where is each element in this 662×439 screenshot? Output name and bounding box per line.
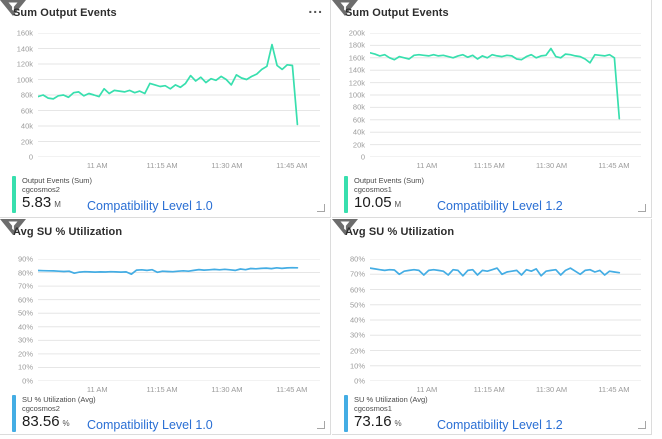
filter-indicator-icon[interactable] bbox=[0, 219, 26, 236]
tile-sum-output-events-cgcosmos2[interactable]: Sum Output Events ... 160k 140k 120k 100k 80… bbox=[0, 0, 331, 218]
y-axis-labels: 90% 80% 70% 60% 50% 40% 30% 20% 10% 0% bbox=[17, 254, 33, 386]
filter-indicator-icon[interactable] bbox=[0, 0, 26, 17]
y-axis-labels: 160k 140k 120k 100k 80k 60k 40k 20k 0 bbox=[16, 28, 33, 162]
resize-handle[interactable] bbox=[317, 204, 325, 212]
tile-title: Sum Output Events bbox=[13, 7, 117, 19]
tile-avg-su-utilization-cgcosmos1[interactable]: Avg SU % Utilization 80% 70% 60% 50% 40% 30% 2… bbox=[332, 219, 652, 435]
legend-resource: cgcosmos1 bbox=[354, 404, 392, 413]
x-axis-labels: 11 AM 11:15 AM 11:30 AM 11:45 AM bbox=[86, 161, 308, 170]
legend-unit: M bbox=[394, 200, 402, 209]
legend-color-bar bbox=[12, 176, 16, 213]
legend-resource: cgcosmos2 bbox=[22, 404, 60, 413]
more-options-icon[interactable]: ... bbox=[308, 0, 323, 16]
legend-unit: M bbox=[54, 200, 61, 209]
legend-metric: SU % Utilization (Avg) bbox=[22, 395, 96, 404]
legend-metric: Output Events (Sum) bbox=[22, 176, 93, 185]
x-axis-labels: 11 AM 11:15 AM 11:30 AM 11:45 AM bbox=[416, 161, 630, 170]
filter-indicator-icon[interactable] bbox=[332, 0, 358, 17]
legend-unit: % bbox=[394, 419, 402, 428]
legend-color-bar bbox=[12, 395, 16, 432]
legend[interactable]: SU % Utilization (Avg) cgcosmos1 73.16% bbox=[344, 395, 428, 432]
annotation-text: Compatibility Level 1.0 bbox=[87, 199, 213, 213]
line-chart[interactable] bbox=[370, 259, 641, 381]
legend-value: 10.05 M bbox=[354, 194, 402, 211]
tile-title: Avg SU % Utilization bbox=[13, 226, 123, 238]
tile-sum-output-events-cgcosmos1[interactable]: Sum Output Events 200k 180k 160k 140k 120k 10… bbox=[332, 0, 652, 218]
annotation-text: Compatibility Level 1.2 bbox=[437, 418, 563, 432]
tile-title: Avg SU % Utilization bbox=[345, 226, 455, 238]
legend-color-bar bbox=[344, 176, 348, 213]
tile-avg-su-utilization-cgcosmos2[interactable]: Avg SU % Utilization 90% 80% 70% 60% 50% 40% 3… bbox=[0, 219, 331, 435]
legend-metric: Output Events (Sum) bbox=[354, 176, 425, 185]
filter-indicator-icon[interactable] bbox=[332, 219, 358, 236]
legend-value: 5.83 M bbox=[22, 194, 61, 211]
legend[interactable]: Output Events (Sum) cgcosmos2 5.83 M bbox=[12, 176, 92, 213]
legend-unit: % bbox=[62, 419, 70, 428]
resize-handle[interactable] bbox=[638, 421, 646, 429]
legend-metric: SU % Utilization (Avg) bbox=[354, 395, 428, 404]
resize-handle[interactable] bbox=[317, 421, 325, 429]
x-axis-labels: 11 AM 11:15 AM 11:30 AM 11:45 AM bbox=[86, 385, 308, 394]
legend-color-bar bbox=[344, 395, 348, 432]
tile-title: Sum Output Events bbox=[345, 7, 449, 19]
line-chart[interactable] bbox=[370, 33, 641, 157]
legend[interactable]: SU % Utilization (Avg) cgcosmos2 83.56% bbox=[12, 395, 96, 432]
resize-handle[interactable] bbox=[638, 204, 646, 212]
annotation-text: Compatibility Level 1.2 bbox=[437, 199, 563, 213]
x-axis-labels: 11 AM 11:15 AM 11:30 AM 11:45 AM bbox=[416, 385, 630, 394]
line-chart[interactable] bbox=[38, 33, 320, 157]
line-chart[interactable] bbox=[38, 259, 320, 381]
legend-value: 83.56% bbox=[22, 413, 70, 430]
legend[interactable]: Output Events (Sum) cgcosmos1 10.05 M bbox=[344, 176, 424, 213]
y-axis-labels: 200k 180k 160k 140k 120k 100k 80k 60k 40k 20k 0 bbox=[348, 28, 365, 162]
legend-value: 73.16% bbox=[354, 413, 402, 430]
annotation-text: Compatibility Level 1.0 bbox=[87, 418, 213, 432]
legend-resource: cgcosmos2 bbox=[22, 185, 60, 194]
legend-resource: cgcosmos1 bbox=[354, 185, 392, 194]
y-axis-labels: 80% 70% 60% 50% 40% 30% 20% 10% 0% bbox=[349, 254, 365, 386]
